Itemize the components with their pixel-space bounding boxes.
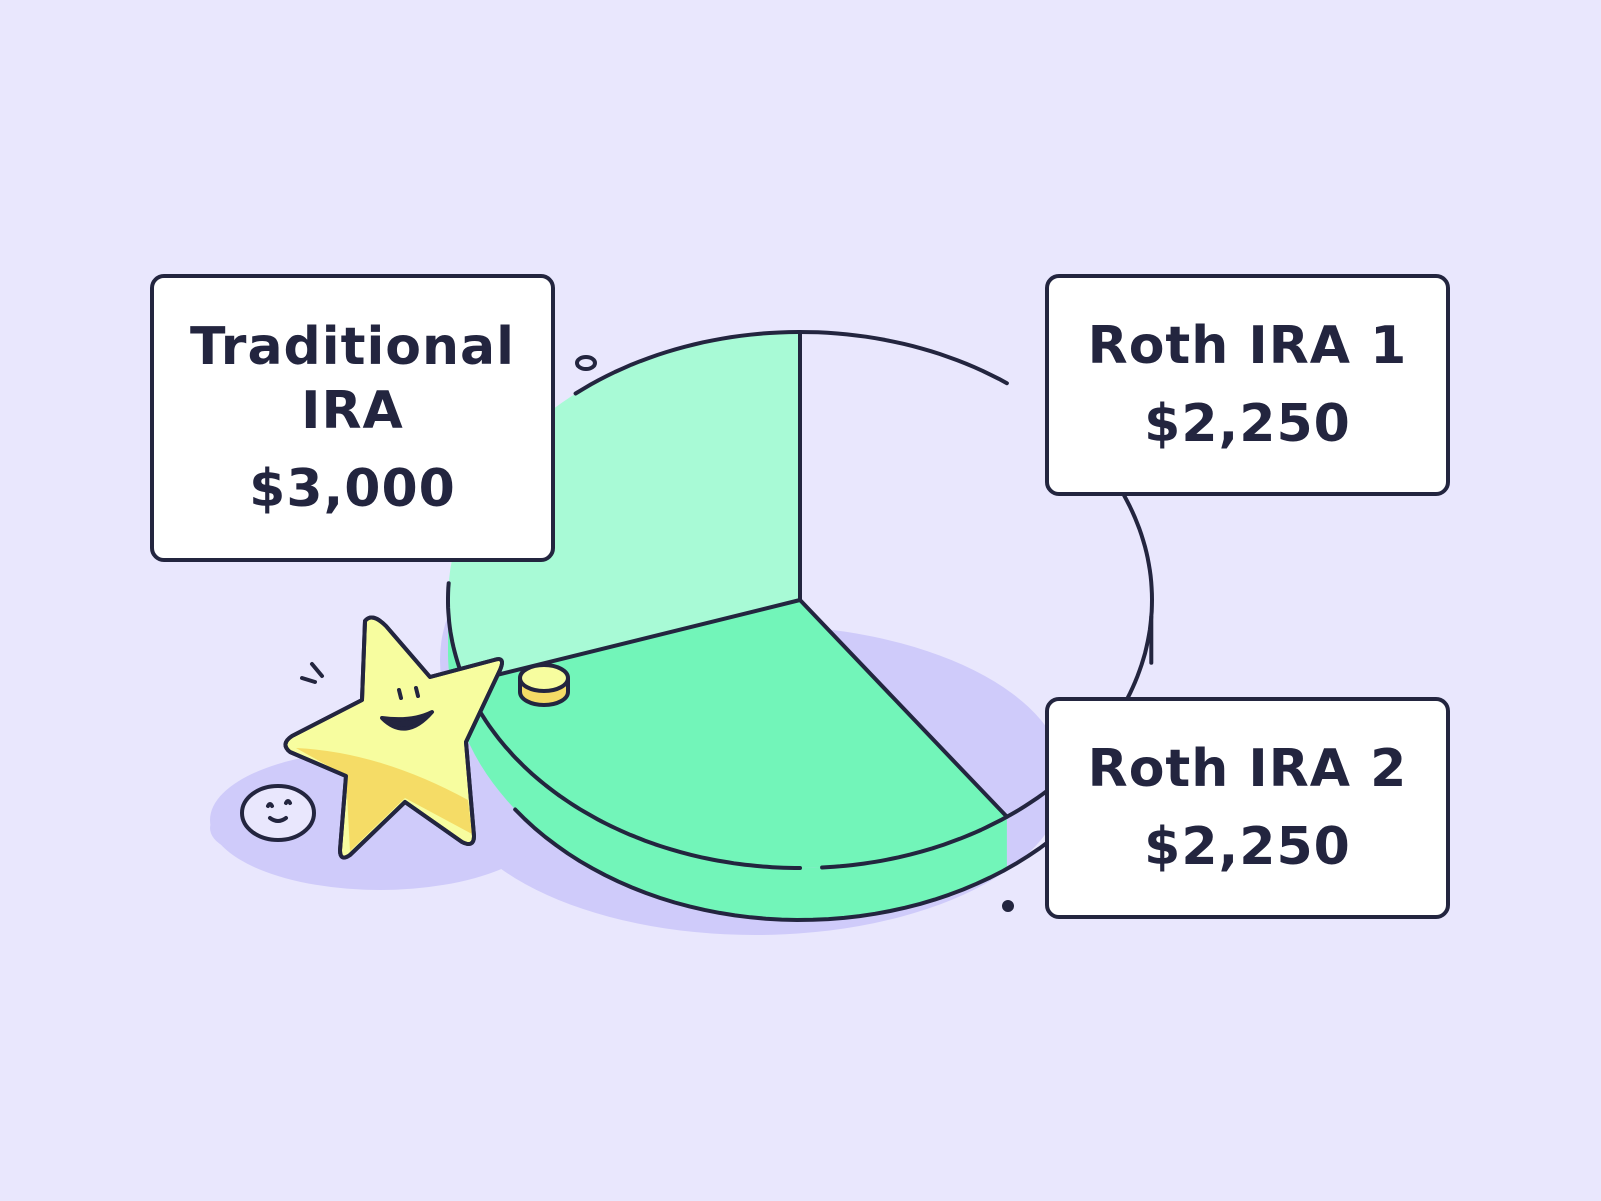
roth-ira-1-label: Roth IRA 1 xyxy=(1087,316,1408,376)
coin-icon xyxy=(518,663,570,707)
roth-ira-1-label-box: Roth IRA 1 $2,250 xyxy=(1045,274,1450,496)
roth-ira-2-value: $2,250 xyxy=(1144,817,1351,877)
pie-rim-front-left xyxy=(557,793,802,870)
roth-ira-1-value: $2,250 xyxy=(1144,394,1351,454)
pie-slice-roth-ira-1-side xyxy=(465,682,1007,920)
pie-slices xyxy=(448,332,1007,868)
traditional-ira-label-line1: Traditional xyxy=(190,317,515,377)
traditional-ira-label: Traditional IRA xyxy=(183,315,523,443)
pie-divider-2 xyxy=(798,598,1009,819)
pie-outline xyxy=(446,330,1154,922)
dot-mark xyxy=(1002,900,1014,912)
pie-slice-roth-ira-2 xyxy=(448,332,800,683)
pie-divider-3 xyxy=(463,598,802,685)
small-circle-mark xyxy=(575,355,597,371)
pebble-face-icon xyxy=(240,784,316,842)
pie-slice-roth-ira-1 xyxy=(465,600,1007,868)
traditional-ira-label-box: Traditional IRA $3,000 xyxy=(150,274,555,562)
roth-ira-2-label: Roth IRA 2 xyxy=(1087,739,1408,799)
traditional-ira-value: $3,000 xyxy=(249,459,456,519)
pie-rim-back xyxy=(573,330,1009,396)
pie-rim-front-right xyxy=(820,768,1074,870)
sparkle-mark xyxy=(300,676,317,684)
star-mascot-icon xyxy=(283,615,504,860)
sparkle-mark xyxy=(310,662,324,678)
traditional-ira-label-line2: IRA xyxy=(301,381,404,441)
roth-ira-2-label-box: Roth IRA 2 $2,250 xyxy=(1045,697,1450,919)
decorative-marks xyxy=(300,355,1014,912)
